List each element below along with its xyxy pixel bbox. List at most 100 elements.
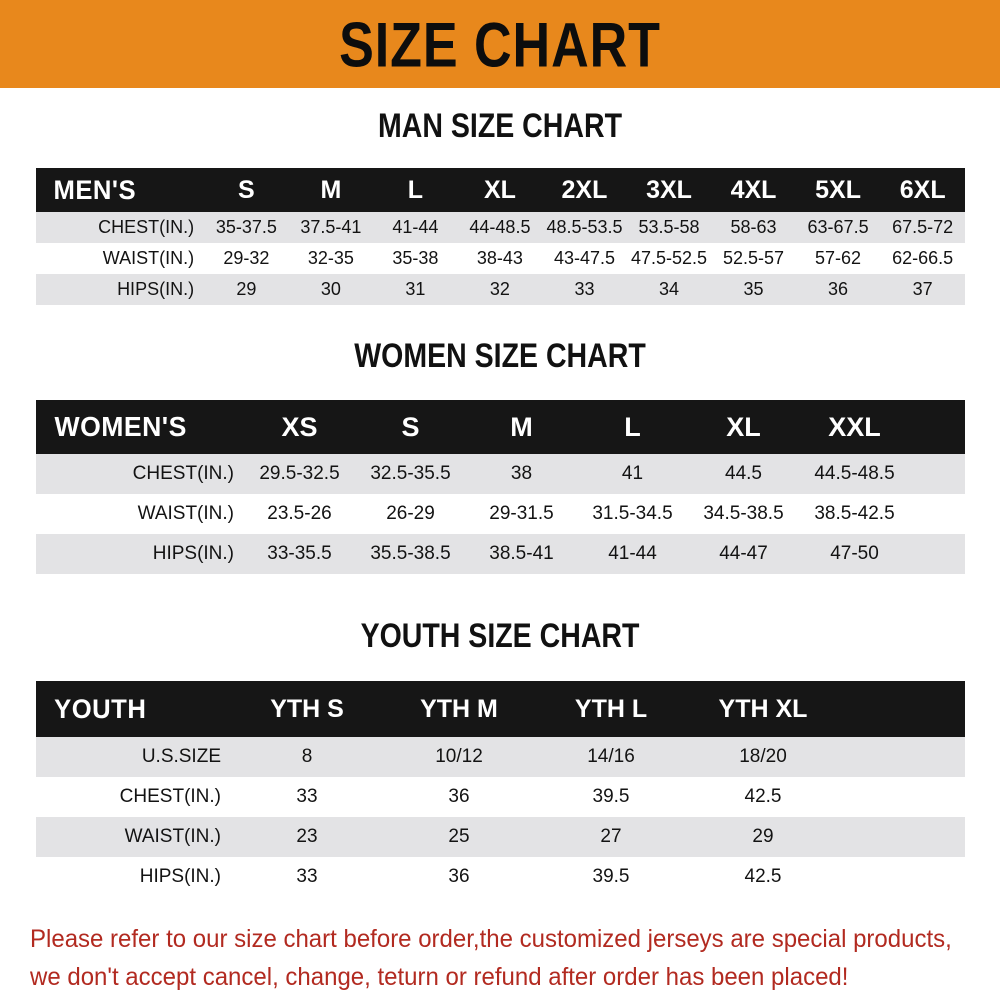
men-cell: 29-32 (223, 248, 270, 268)
women-cell-spacer (910, 494, 965, 534)
women-size-header: S (401, 411, 420, 442)
youth-cell: 25 (448, 826, 470, 847)
women-size-header: L (624, 411, 641, 442)
women-cell: 44.5 (725, 463, 762, 484)
men-cell: 32-35 (307, 248, 354, 268)
women-cell: 29.5-32.5 (259, 463, 340, 484)
youth-size-header: YTH L (574, 694, 648, 723)
women-section-title: WOMEN SIZE CHART (354, 336, 646, 375)
youth-table-body: YOUTH YTH S YTH M YTH L YTH XL U.S.SIZE 8 10/12… (36, 681, 965, 897)
youth-cell-spacer (839, 777, 965, 817)
women-cell-spacer (910, 534, 965, 574)
youth-size-header: YTH S (270, 694, 344, 723)
youth-header-row: YOUTH YTH S YTH M YTH L YTH XL (36, 681, 965, 737)
youth-cell: 8 (301, 746, 313, 767)
men-cell: 35 (743, 279, 764, 299)
women-cell: 32.5-35.5 (370, 463, 451, 484)
women-size-header: XXL (828, 411, 881, 442)
men-corner-label: MEN'S (53, 174, 137, 205)
youth-cell: 42.5 (744, 786, 782, 807)
men-row-label: HIPS(IN.) (117, 279, 195, 299)
table-row: WAIST(IN.) 23 25 27 29 (36, 817, 965, 857)
youth-section-title: YOUTH SIZE CHART (360, 616, 640, 655)
men-size-header: 5XL (815, 175, 861, 204)
men-size-header: 4XL (730, 175, 777, 204)
men-table-body: MEN'S S M L XL 2XL 3XL 4XL 5XL 6XL CHEST(IN.) 35-37… (36, 168, 965, 305)
order-notice: Please refer to our size chart before or… (30, 920, 952, 996)
women-row-label: CHEST(IN.) (132, 463, 234, 484)
men-cell: 31 (405, 279, 426, 299)
banner-title: SIZE CHART (339, 8, 661, 80)
table-row: WAIST(IN.) 29-32 32-35 35-38 38-43 43-47.5 47.… (36, 243, 965, 274)
women-cell: 29-31.5 (489, 503, 554, 524)
men-size-header: S (238, 175, 255, 204)
men-cell: 62-66.5 (892, 248, 954, 268)
men-cell: 38-43 (476, 248, 523, 268)
men-cell: 58-63 (730, 217, 777, 237)
men-row-label: WAIST(IN.) (102, 248, 195, 268)
order-notice-line-1: Please refer to our size chart before or… (30, 925, 952, 953)
women-table-body: WOMEN'S XS S M L XL XXL CHEST(IN.) 29.5-32.5 32.5… (36, 400, 965, 574)
men-cell: 33 (574, 279, 595, 299)
youth-cell: 18/20 (739, 746, 787, 767)
youth-cell: 23 (296, 826, 318, 847)
table-row: WAIST(IN.) 23.5-26 26-29 29-31.5 31.5-34.5 34… (36, 494, 965, 534)
men-cell: 35-38 (392, 248, 439, 268)
men-cell: 44-48.5 (469, 217, 531, 237)
men-cell: 34 (658, 279, 680, 299)
men-cell: 43-47.5 (553, 248, 615, 268)
women-size-header: M (510, 411, 533, 442)
men-cell: 29 (236, 279, 257, 299)
women-size-header: XL (726, 411, 761, 442)
men-cell: 37 (912, 279, 933, 299)
youth-cell: 14/16 (587, 746, 635, 767)
youth-cell-spacer (839, 857, 965, 897)
banner: SIZE CHART (0, 0, 1000, 88)
women-cell: 33-35.5 (267, 543, 332, 564)
men-cell: 32 (489, 279, 510, 299)
table-row: CHEST(IN.) 35-37.5 37.5-41 41-44 44-48.5 48.5… (36, 212, 965, 243)
youth-header-spacer (839, 681, 965, 737)
table-row: HIPS(IN.) 29 30 31 32 33 34 35 36 37 (36, 274, 965, 305)
youth-cell: 33 (296, 786, 318, 807)
women-cell: 31.5-34.5 (592, 503, 673, 524)
women-cell: 41 (621, 463, 644, 484)
men-header-row: MEN'S S M L XL 2XL 3XL 4XL 5XL 6XL (36, 168, 965, 212)
youth-cell: 36 (448, 786, 470, 807)
men-cell: 37.5-41 (300, 217, 362, 237)
women-size-header: XS (281, 411, 318, 442)
women-cell-spacer (910, 454, 965, 494)
women-cell: 44-47 (719, 543, 768, 564)
women-cell: 23.5-26 (267, 503, 332, 524)
table-row: U.S.SIZE 8 10/12 14/16 18/20 (36, 737, 965, 777)
women-cell: 38.5-42.5 (814, 503, 895, 524)
youth-cell: 42.5 (744, 866, 782, 887)
men-size-header: XL (483, 175, 516, 204)
youth-cell: 39.5 (592, 786, 630, 807)
women-row-label: HIPS(IN.) (152, 543, 234, 564)
women-cell: 41-44 (608, 543, 657, 564)
youth-cell: 27 (600, 826, 622, 847)
youth-size-table: YOUTH YTH S YTH M YTH L YTH XL U.S.SIZE 8 10/12… (36, 681, 965, 897)
youth-row-label: U.S.SIZE (141, 746, 221, 767)
women-cell: 44.5-48.5 (814, 463, 895, 484)
table-row: CHEST(IN.) 29.5-32.5 32.5-35.5 38 41 44.5 44.5… (36, 454, 965, 494)
men-cell: 35-37.5 (215, 217, 277, 237)
men-cell: 36 (828, 279, 849, 299)
order-notice-line-2: we don't accept cancel, change, teturn o… (30, 963, 849, 991)
men-size-table: MEN'S S M L XL 2XL 3XL 4XL 5XL 6XL CHEST(IN.) 35-37… (36, 168, 965, 305)
table-row: HIPS(IN.) 33-35.5 35.5-38.5 38.5-41 41-44 44-… (36, 534, 965, 574)
table-row: CHEST(IN.) 33 36 39.5 42.5 (36, 777, 965, 817)
men-cell: 48.5-53.5 (546, 217, 623, 237)
men-size-header: M (320, 175, 342, 204)
men-cell: 41-44 (392, 217, 439, 237)
women-cell: 26-29 (386, 503, 435, 524)
youth-cell-spacer (839, 817, 965, 857)
women-cell: 38.5-41 (489, 543, 554, 564)
youth-row-label: HIPS(IN.) (139, 866, 221, 887)
youth-cell: 10/12 (435, 746, 483, 767)
youth-row-label: CHEST(IN.) (119, 786, 221, 807)
men-size-header: 6XL (899, 175, 946, 204)
youth-size-header: YTH XL (718, 694, 808, 723)
